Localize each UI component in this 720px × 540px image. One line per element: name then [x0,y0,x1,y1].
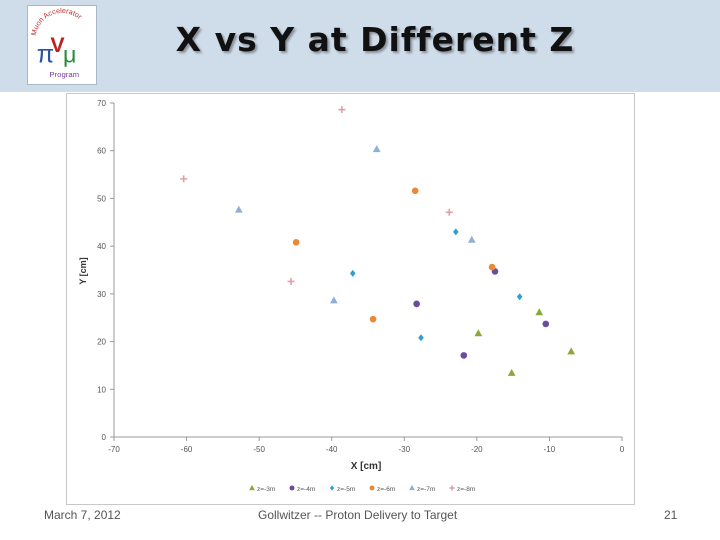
data-point [453,228,459,236]
page-number: 21 [664,508,678,522]
x-axis-label: X [cm] [351,461,382,472]
y-tick-label: 60 [97,147,106,156]
x-tick-label: -30 [399,445,411,454]
data-point [535,308,544,316]
data-points [180,106,576,376]
y-tick-label: 20 [97,338,106,347]
legend-label: z=-7m [417,486,435,493]
legend-marker [369,485,375,491]
series-z=-4m [413,268,550,359]
data-point [180,175,188,183]
data-point [413,300,420,308]
svg-text:V: V [50,33,65,57]
footer-date: March 7, 2012 [44,508,121,522]
data-point [507,368,516,376]
legend-marker [329,485,335,491]
y-tick-label: 0 [102,433,107,442]
y-tick-label: 70 [97,99,106,108]
legend-item: z=-4m [289,485,315,493]
data-point [338,106,346,114]
series-z=-7m [234,145,476,304]
data-point [542,320,550,328]
x-tick-label: -50 [253,445,265,454]
data-point [234,205,243,213]
axes: 0 10 20 30 40 50 60 70 -70 -60 -50 -40 -30 -20 -10 0 [97,99,625,454]
legend-label: z=-4m [297,486,315,493]
legend-label: z=-5m [337,486,355,493]
legend-marker [289,485,295,491]
data-point [516,293,523,301]
legend-label: z=-6m [377,486,395,493]
chart-frame [66,93,635,505]
data-point [488,263,496,271]
y-tick-label: 10 [97,385,106,394]
series-z=-6m [292,187,496,323]
svg-text:π: π [37,40,54,68]
data-point [445,208,453,216]
legend-item: z=-5m [329,485,355,493]
x-tick-label: 0 [620,445,625,454]
legend-item: z=-3m [249,484,275,493]
y-tick-label: 30 [97,290,106,299]
legend-item: z=-8m [449,485,475,493]
y-tick-label: 40 [97,242,106,251]
data-point [292,239,300,246]
x-tick-label: -10 [544,445,556,454]
legend-label: z=-3m [257,486,275,493]
y-axis-label: Y [cm] [78,257,88,284]
data-point [460,352,468,359]
y-tick-label: 50 [97,194,106,203]
data-point [330,296,338,304]
series-z=-3m [474,308,576,376]
data-point [287,277,295,285]
footer-presentation-info: Gollwitzer -- Proton Delivery to Target [258,508,458,522]
data-point [418,334,424,342]
data-point [474,329,483,337]
x-tick-label: -20 [471,445,483,454]
x-tick-label: -70 [108,445,120,454]
svg-text:Program: Program [49,70,79,79]
data-point [467,235,476,243]
data-point [372,145,381,153]
svg-text:μ: μ [63,41,76,67]
series-z=-8m [180,106,453,285]
slide-title: X vs Y at Different Z [175,20,575,59]
data-point [411,187,419,195]
legend-marker [449,485,455,491]
legend: z=-3m z=-4m z=-5m z=-6m z=-7m z=-8m [249,484,475,493]
scatter-chart: 0 10 20 30 40 50 60 70 -70 -60 -50 -40 -30 -20 -10 0 z=… [78,99,625,493]
x-tick-label: -60 [181,445,193,454]
series-z=-5m [349,228,523,342]
legend-item: z=-7m [409,484,435,493]
muon-accelerator-program-logo: Muon Accelerator π V μ Program [27,5,97,85]
header-band [0,0,720,92]
data-point [567,347,576,355]
legend-label: z=-8m [457,486,475,493]
legend-marker [409,484,415,491]
data-point [369,315,377,323]
legend-marker [249,484,255,491]
legend-item: z=-6m [369,485,395,493]
x-tick-label: -40 [326,445,338,454]
data-point [349,269,356,277]
